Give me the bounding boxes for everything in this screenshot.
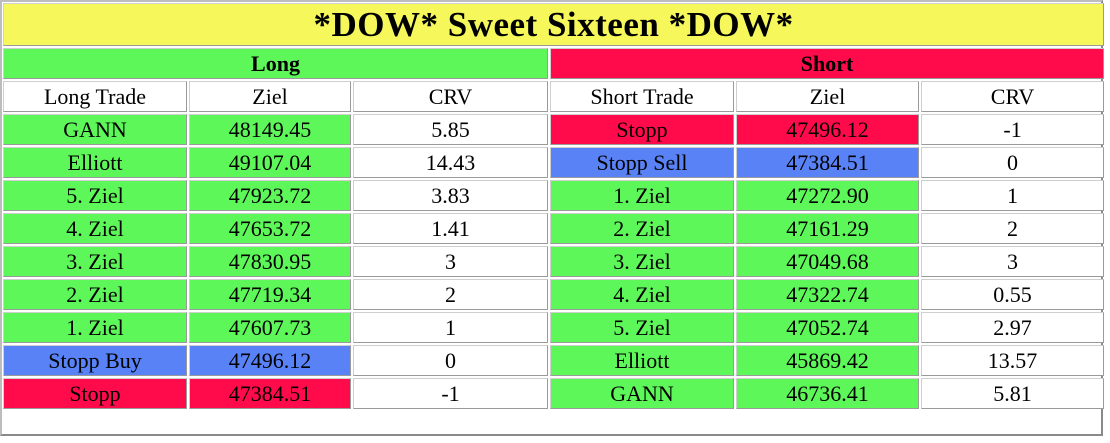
long-crv-cell: 14.43 bbox=[353, 147, 548, 178]
long-ziel-cell: 47653.72 bbox=[189, 213, 351, 244]
short-ziel-cell: 47161.29 bbox=[736, 213, 919, 244]
short-ziel-cell: 45869.42 bbox=[736, 345, 919, 376]
long-trade-cell: Stopp Buy bbox=[3, 345, 187, 376]
table-row: GANN 48149.45 5.85 Stopp 47496.12 -1 bbox=[3, 114, 1105, 145]
long-crv-cell: 1.41 bbox=[353, 213, 548, 244]
table-row: Stopp 47384.51 -1 GANN 46736.41 5.81 bbox=[3, 378, 1105, 409]
long-crv-cell: 1 bbox=[353, 312, 548, 343]
short-ziel-cell: 47384.51 bbox=[736, 147, 919, 178]
long-crv-cell: -1 bbox=[353, 378, 548, 409]
table-row: 4. Ziel 47653.72 1.41 2. Ziel 47161.29 2 bbox=[3, 213, 1105, 244]
short-crv-cell: 5.81 bbox=[921, 378, 1105, 409]
table-row: 2. Ziel 47719.34 2 4. Ziel 47322.74 0.55 bbox=[3, 279, 1105, 310]
long-ziel-cell: 47384.51 bbox=[189, 378, 351, 409]
short-trade-cell: 4. Ziel bbox=[550, 279, 734, 310]
sweet-sixteen-table: *DOW* Sweet Sixteen *DOW* Long Short Lon… bbox=[1, 1, 1106, 411]
long-trade-cell: 1. Ziel bbox=[3, 312, 187, 343]
short-crv-header: CRV bbox=[921, 81, 1105, 112]
long-crv-cell: 3.83 bbox=[353, 180, 548, 211]
table-row: Stopp Buy 47496.12 0 Elliott 45869.42 13.57 bbox=[3, 345, 1105, 376]
long-crv-cell: 5.85 bbox=[353, 114, 548, 145]
short-trade-cell: Stopp Sell bbox=[550, 147, 734, 178]
table-row: Elliott 49107.04 14.43 Stopp Sell 47384.51 0 bbox=[3, 147, 1105, 178]
column-header-row: Long Trade Ziel CRV Short Trade Ziel CRV bbox=[3, 81, 1105, 112]
short-ziel-cell: 47052.74 bbox=[736, 312, 919, 343]
short-ziel-cell: 47496.12 bbox=[736, 114, 919, 145]
table-row: 1. Ziel 47607.73 1 5. Ziel 47052.74 2.97 bbox=[3, 312, 1105, 343]
short-trade-cell: Stopp bbox=[550, 114, 734, 145]
short-trade-cell: 5. Ziel bbox=[550, 312, 734, 343]
short-crv-cell: 3 bbox=[921, 246, 1105, 277]
long-trade-cell: GANN bbox=[3, 114, 187, 145]
short-ziel-cell: 46736.41 bbox=[736, 378, 919, 409]
short-crv-cell: 2 bbox=[921, 213, 1105, 244]
long-ziel-cell: 47719.34 bbox=[189, 279, 351, 310]
title-row: *DOW* Sweet Sixteen *DOW* bbox=[3, 3, 1105, 46]
short-crv-cell: 0 bbox=[921, 147, 1105, 178]
long-trade-cell: Stopp bbox=[3, 378, 187, 409]
long-ziel-cell: 49107.04 bbox=[189, 147, 351, 178]
short-trade-cell: Elliott bbox=[550, 345, 734, 376]
short-crv-cell: 1 bbox=[921, 180, 1105, 211]
long-trade-cell: 3. Ziel bbox=[3, 246, 187, 277]
short-ziel-cell: 47322.74 bbox=[736, 279, 919, 310]
long-crv-header: CRV bbox=[353, 81, 548, 112]
short-crv-cell: 13.57 bbox=[921, 345, 1105, 376]
long-ziel-cell: 47923.72 bbox=[189, 180, 351, 211]
table-row: 3. Ziel 47830.95 3 3. Ziel 47049.68 3 bbox=[3, 246, 1105, 277]
long-trade-cell: 4. Ziel bbox=[3, 213, 187, 244]
short-ziel-cell: 47272.90 bbox=[736, 180, 919, 211]
long-crv-cell: 2 bbox=[353, 279, 548, 310]
short-trade-cell: GANN bbox=[550, 378, 734, 409]
short-ziel-cell: 47049.68 bbox=[736, 246, 919, 277]
long-trade-cell: 2. Ziel bbox=[3, 279, 187, 310]
short-trade-header: Short Trade bbox=[550, 81, 734, 112]
short-crv-cell: -1 bbox=[921, 114, 1105, 145]
long-ziel-cell: 47830.95 bbox=[189, 246, 351, 277]
short-crv-cell: 2.97 bbox=[921, 312, 1105, 343]
long-crv-cell: 0 bbox=[353, 345, 548, 376]
long-ziel-cell: 47607.73 bbox=[189, 312, 351, 343]
short-trade-cell: 3. Ziel bbox=[550, 246, 734, 277]
long-trade-header: Long Trade bbox=[3, 81, 187, 112]
short-trade-cell: 1. Ziel bbox=[550, 180, 734, 211]
short-section-header: Short bbox=[550, 48, 1105, 79]
long-ziel-cell: 48149.45 bbox=[189, 114, 351, 145]
section-header-row: Long Short bbox=[3, 48, 1105, 79]
long-section-header: Long bbox=[3, 48, 548, 79]
table-row: 5. Ziel 47923.72 3.83 1. Ziel 47272.90 1 bbox=[3, 180, 1105, 211]
long-ziel-cell: 47496.12 bbox=[189, 345, 351, 376]
short-trade-cell: 2. Ziel bbox=[550, 213, 734, 244]
short-crv-cell: 0.55 bbox=[921, 279, 1105, 310]
long-crv-cell: 3 bbox=[353, 246, 548, 277]
long-trade-cell: 5. Ziel bbox=[3, 180, 187, 211]
long-trade-cell: Elliott bbox=[3, 147, 187, 178]
page-title: *DOW* Sweet Sixteen *DOW* bbox=[3, 3, 1105, 46]
short-ziel-header: Ziel bbox=[736, 81, 919, 112]
long-ziel-header: Ziel bbox=[189, 81, 351, 112]
